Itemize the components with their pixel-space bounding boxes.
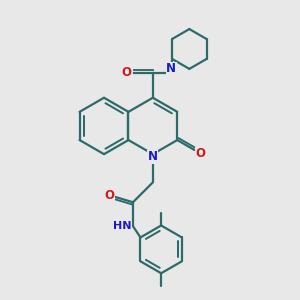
Text: O: O (196, 147, 206, 160)
Text: N: N (148, 150, 158, 163)
Text: N: N (166, 62, 176, 75)
Text: HN: HN (113, 221, 132, 231)
Text: O: O (121, 66, 131, 80)
Text: O: O (104, 189, 115, 202)
